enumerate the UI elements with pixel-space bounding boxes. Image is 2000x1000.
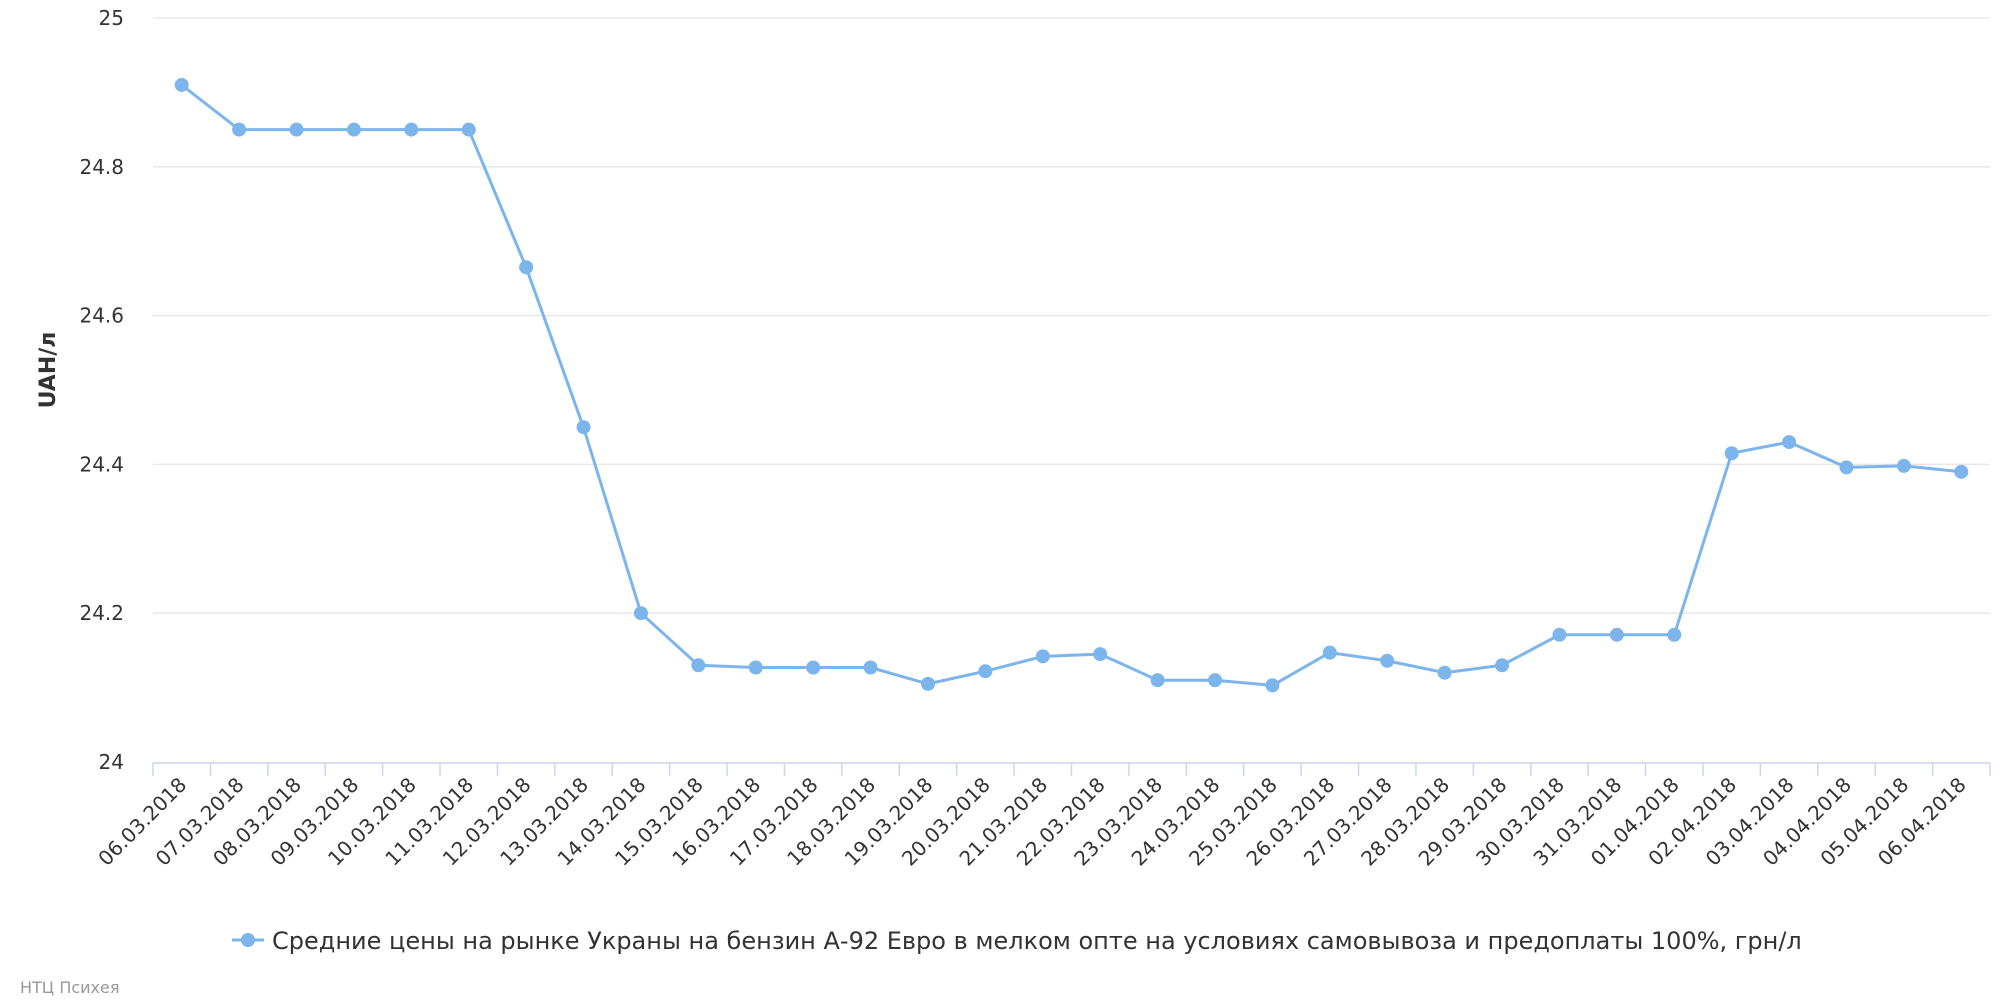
y-tick-label: 24.4 bbox=[79, 452, 124, 476]
legend-label[interactable]: Средние цены на рынке Украны на бензин А… bbox=[272, 927, 1802, 955]
data-point[interactable] bbox=[1782, 435, 1797, 450]
data-point[interactable] bbox=[1724, 446, 1739, 461]
legend-marker-icon bbox=[241, 933, 255, 947]
y-tick-label: 24.8 bbox=[79, 155, 124, 179]
data-point[interactable] bbox=[1667, 627, 1682, 642]
y-tick-label: 24.2 bbox=[79, 601, 124, 625]
data-point[interactable] bbox=[1495, 658, 1510, 673]
data-point[interactable] bbox=[1093, 647, 1108, 662]
data-point[interactable] bbox=[1437, 665, 1452, 680]
y-tick-label: 24.6 bbox=[79, 304, 124, 328]
data-point[interactable] bbox=[289, 122, 304, 137]
data-point[interactable] bbox=[920, 676, 935, 691]
data-point[interactable] bbox=[806, 660, 821, 675]
data-point[interactable] bbox=[1265, 678, 1280, 693]
data-point[interactable] bbox=[1035, 649, 1050, 664]
data-point[interactable] bbox=[232, 122, 247, 137]
grid-layer bbox=[153, 17, 1990, 614]
data-point[interactable] bbox=[461, 122, 476, 137]
data-point[interactable] bbox=[1896, 458, 1911, 473]
data-point[interactable] bbox=[1322, 645, 1337, 660]
data-point[interactable] bbox=[748, 660, 763, 675]
credits-text[interactable]: НТЦ Психея bbox=[20, 978, 119, 997]
data-point[interactable] bbox=[863, 660, 878, 675]
data-point[interactable] bbox=[1839, 460, 1854, 475]
data-point[interactable] bbox=[1150, 673, 1165, 688]
data-point[interactable] bbox=[1552, 627, 1567, 642]
data-point[interactable] bbox=[174, 77, 189, 92]
data-point[interactable] bbox=[576, 420, 591, 435]
data-point[interactable] bbox=[1609, 627, 1624, 642]
series-line[interactable] bbox=[180, 83, 1963, 687]
data-point[interactable] bbox=[691, 658, 706, 673]
data-point[interactable] bbox=[346, 122, 361, 137]
data-point[interactable] bbox=[1380, 653, 1395, 668]
legend[interactable]: Средние цены на рынке Украны на бензин А… bbox=[232, 927, 1802, 955]
series-layer bbox=[174, 77, 1969, 693]
data-point[interactable] bbox=[978, 664, 993, 679]
axis-layer: 2424.224.424.624.825UAH/л06.03.201807.03… bbox=[36, 6, 1991, 871]
data-point[interactable] bbox=[404, 122, 419, 137]
y-tick-label: 25 bbox=[99, 6, 124, 30]
data-point[interactable] bbox=[1954, 464, 1969, 479]
y-tick-label: 24 bbox=[99, 750, 124, 774]
y-axis-title: UAH/л bbox=[36, 332, 61, 409]
data-point[interactable] bbox=[633, 606, 648, 621]
data-point[interactable] bbox=[519, 260, 534, 275]
data-point[interactable] bbox=[1208, 673, 1223, 688]
